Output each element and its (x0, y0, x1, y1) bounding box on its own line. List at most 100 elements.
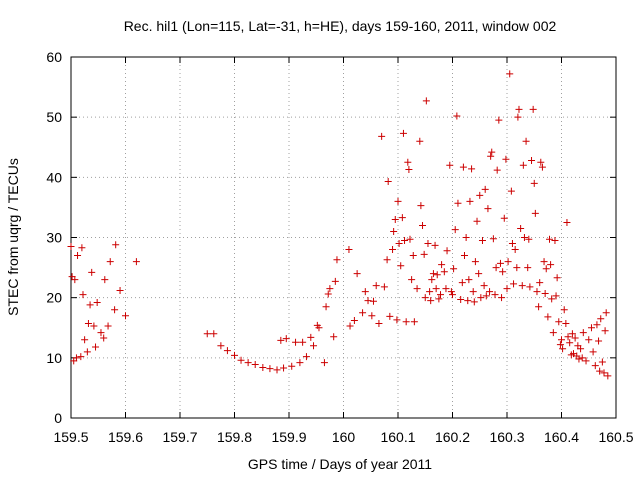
data-point (437, 291, 445, 299)
data-point (104, 322, 112, 330)
data-point (442, 285, 450, 293)
data-point (72, 354, 80, 362)
data-point (217, 342, 225, 350)
data-point (389, 246, 397, 254)
data-point (364, 297, 372, 305)
data-point (450, 265, 458, 273)
data-point (320, 359, 328, 367)
data-point (378, 132, 386, 140)
data-point (443, 247, 451, 255)
data-point (453, 112, 461, 120)
data-point (369, 297, 377, 305)
x-tick-label: 160.4 (544, 429, 579, 445)
data-point (571, 334, 579, 342)
data-point (515, 105, 523, 113)
data-point (428, 276, 436, 284)
data-point (71, 276, 79, 284)
data-point (531, 209, 539, 217)
data-point (459, 163, 467, 171)
data-point (277, 336, 285, 344)
data-point (477, 294, 485, 302)
data-point (496, 259, 504, 267)
data-point (489, 235, 497, 243)
plot-frame (70, 56, 617, 419)
data-point (447, 288, 455, 296)
data-point (97, 329, 105, 337)
data-point (345, 246, 353, 254)
data-point (582, 357, 590, 365)
data-point (203, 330, 211, 338)
data-point (468, 165, 476, 173)
data-point (420, 250, 428, 258)
data-point (498, 294, 506, 302)
data-point (84, 320, 92, 328)
data-point (310, 342, 318, 350)
data-point (315, 324, 323, 332)
data-point (518, 282, 526, 290)
data-point (402, 318, 410, 326)
data-point (469, 288, 477, 296)
x-tick-label: 159.6 (108, 429, 143, 445)
data-point (324, 290, 332, 298)
data-point (438, 261, 446, 269)
data-point (533, 288, 541, 296)
data-point (593, 321, 601, 329)
data-point (517, 224, 525, 232)
data-point (419, 221, 427, 229)
data-point (528, 156, 536, 164)
data-point (410, 318, 418, 326)
data-point (520, 234, 528, 241)
data-point (408, 276, 416, 284)
data-point (426, 288, 434, 296)
data-point (564, 333, 572, 341)
data-point (560, 306, 568, 314)
y-tick-labels: 0 10 20 30 40 50 60 (46, 49, 62, 426)
data-point (524, 264, 532, 272)
data-point (333, 256, 341, 264)
x-tick-label: 159.9 (271, 429, 306, 445)
data-point (460, 252, 468, 260)
data-point (391, 215, 399, 223)
data-point (476, 191, 484, 199)
x-tick-label: 159.8 (217, 429, 252, 445)
data-point (299, 338, 307, 346)
data-point (79, 291, 87, 299)
data-point (598, 358, 606, 366)
data-point (282, 335, 290, 343)
data-point (431, 241, 439, 249)
data-point (595, 337, 603, 345)
data-points (67, 70, 612, 380)
data-point (503, 285, 511, 293)
data-point (116, 286, 124, 294)
data-point (566, 339, 574, 347)
data-point (266, 365, 274, 373)
y-tick-label: 30 (46, 230, 62, 246)
data-point (77, 353, 85, 361)
x-axis-label: GPS time / Days of year 2011 (248, 456, 432, 472)
data-point (416, 137, 424, 145)
x-tick-label: 160.5 (598, 429, 633, 445)
data-point (330, 333, 338, 341)
data-point (384, 178, 392, 186)
data-point (465, 276, 473, 284)
x-tick-label: 159.5 (53, 429, 88, 445)
data-point (353, 270, 361, 278)
data-point (92, 343, 100, 351)
x-tick-labels: 159.5 159.6 159.7 159.8 159.9 160 160.1 160.2 16… (53, 429, 633, 445)
data-point (551, 237, 559, 245)
data-point (93, 298, 101, 306)
data-point (440, 268, 448, 276)
y-tick-label: 60 (46, 49, 62, 65)
data-point (457, 295, 465, 303)
data-point (587, 324, 595, 332)
data-point (398, 214, 406, 222)
data-point (504, 258, 512, 266)
data-point (111, 306, 119, 314)
data-point (273, 366, 281, 374)
data-point (383, 256, 391, 264)
data-point (67, 243, 75, 251)
data-point (562, 320, 570, 328)
data-point (471, 258, 479, 266)
data-point (585, 336, 593, 344)
data-point (487, 152, 495, 160)
